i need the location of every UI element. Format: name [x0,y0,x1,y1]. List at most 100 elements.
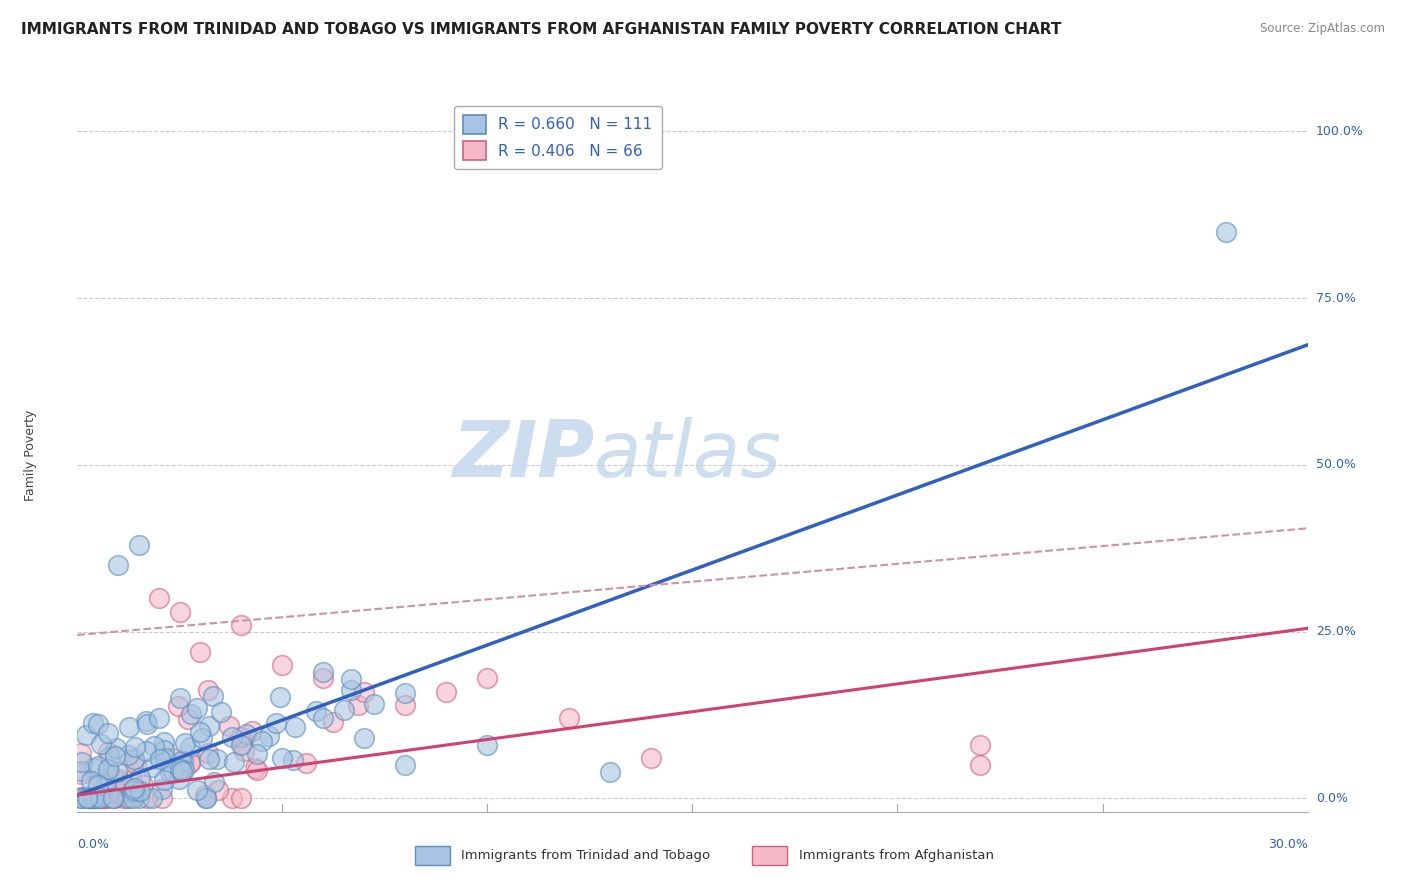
Point [269,690,291,705]
Point [209,705,232,719]
Point [218,719,240,733]
Point [640,751,662,765]
Point [162,764,184,779]
Text: 30.0%: 30.0% [1268,838,1308,851]
Point [114,778,136,792]
Point [394,698,416,712]
Point [195,791,218,805]
Point [179,739,201,754]
Point [284,721,307,735]
Point [394,686,416,700]
Point [153,735,176,749]
Point [82,791,104,805]
Point [80,791,103,805]
Point [121,785,143,799]
Text: 50.0%: 50.0% [1316,458,1355,472]
Point [259,729,281,743]
Point [82,791,104,805]
Point [340,672,363,686]
Point [122,752,145,766]
Point [70,746,93,760]
Point [363,698,385,712]
Point [122,781,145,796]
Point [128,791,150,805]
Point [79,791,101,805]
Point [90,737,112,751]
Point [70,791,93,805]
Point [118,791,141,805]
Point [477,671,499,685]
Point [194,789,217,803]
Point [153,751,176,765]
Point [89,791,111,805]
Point [198,719,221,733]
Point [135,744,157,758]
Point [599,764,621,779]
Point [186,701,208,715]
Text: 75.0%: 75.0% [1316,292,1355,305]
Point [104,791,127,805]
Point [121,772,143,787]
Point [198,751,221,765]
Point [70,791,93,805]
Point [125,757,148,772]
Point [87,791,110,805]
Point [70,755,93,769]
Point [969,758,991,772]
Point [79,774,101,789]
Point [177,712,200,726]
Point [312,711,335,725]
Point [170,764,193,778]
Point [205,752,228,766]
Point [1215,225,1237,239]
Point [179,756,201,770]
Point [128,771,150,785]
Point [159,765,181,780]
Text: Immigrants from Afghanistan: Immigrants from Afghanistan [799,849,994,862]
Text: Family Poverty: Family Poverty [24,409,37,500]
Point [264,716,287,731]
Point [135,714,157,729]
Text: 100.0%: 100.0% [1316,125,1364,138]
Point [148,591,170,606]
Point [243,761,266,775]
Point [148,711,170,725]
Text: 25.0%: 25.0% [1316,625,1355,638]
Point [186,782,208,797]
Point [246,764,269,778]
Point [194,791,217,805]
Point [83,791,105,805]
Point [128,538,150,552]
Point [477,738,499,752]
Point [122,752,145,766]
Point [96,791,118,805]
Point [121,788,143,802]
Point [101,791,124,805]
Point [91,791,114,805]
Point [353,684,375,698]
Point [96,778,118,792]
Point [87,716,110,731]
Point [231,738,253,752]
Point [235,727,257,741]
Point [240,723,263,738]
Point [333,703,356,717]
Point [252,734,274,748]
Point [141,760,163,774]
Point [221,791,243,805]
Point [152,773,174,788]
Point [180,706,202,721]
Point [173,736,195,750]
Point [558,711,581,725]
Point [179,755,201,769]
Point [969,738,991,752]
Point [75,728,97,742]
Point [70,790,93,805]
Point [436,684,458,698]
Point [160,751,183,765]
Point [150,782,173,797]
Point [122,791,145,805]
Text: Source: ZipAtlas.com: Source: ZipAtlas.com [1260,22,1385,36]
Point [347,698,370,712]
Point [141,791,163,805]
